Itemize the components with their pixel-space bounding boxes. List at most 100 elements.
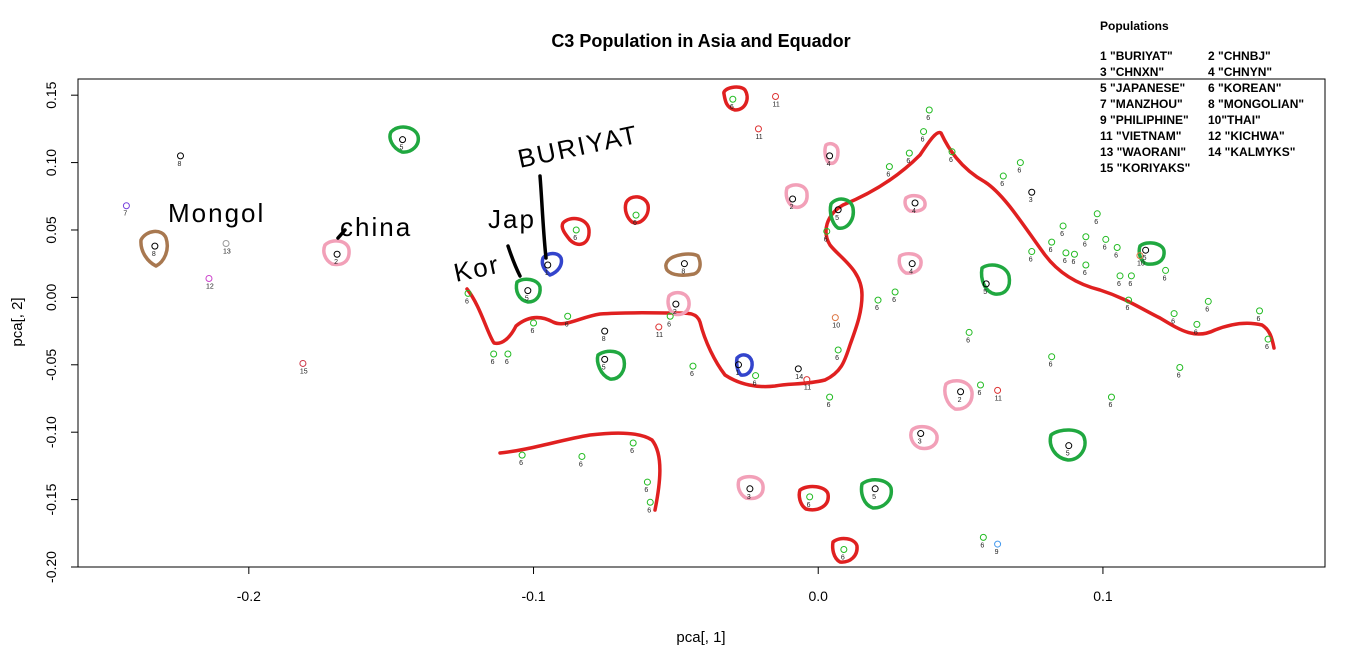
data-point-label: 14 — [795, 374, 803, 381]
data-point-label: 10 — [1137, 261, 1145, 268]
data-point — [1082, 233, 1090, 241]
data-point — [1170, 310, 1178, 318]
data-point-label: 13 — [223, 248, 231, 255]
data-point-label: 6 — [491, 359, 495, 366]
pink-circle — [666, 290, 691, 317]
pink-circle — [909, 424, 939, 451]
data-point-label: 1 — [545, 270, 549, 277]
data-point — [794, 365, 802, 373]
data-point — [524, 287, 532, 295]
legend-entry: 14 "KALMYKS" — [1208, 145, 1296, 159]
annotation-china: china — [340, 212, 412, 242]
data-point — [823, 227, 831, 235]
data-point — [333, 250, 341, 258]
legend-entry: 7 "MANZHOU" — [1100, 97, 1183, 111]
data-point-label: 6 — [690, 371, 694, 378]
data-point — [885, 163, 893, 171]
data-point — [578, 452, 586, 460]
pink-circle — [784, 183, 809, 209]
data-point — [601, 355, 609, 363]
data-point — [1116, 272, 1124, 280]
brown-circle — [664, 252, 702, 277]
data-point — [891, 288, 899, 296]
data-point-label: 6 — [875, 305, 879, 312]
data-point — [1082, 261, 1090, 269]
data-point-label: 6 — [926, 115, 930, 122]
data-point-label: 6 — [730, 104, 734, 111]
data-point-label: 4 — [909, 269, 913, 276]
pink-circle — [903, 193, 927, 213]
data-point — [1016, 159, 1024, 167]
data-point-label: 11 — [755, 134, 762, 141]
green-circle — [859, 478, 894, 510]
pink-circle — [943, 378, 974, 411]
data-point — [689, 362, 697, 370]
y-tick-label: 0.15 — [43, 81, 59, 108]
data-point — [948, 148, 956, 156]
data-point-label: 6 — [647, 507, 651, 514]
data-point-label: 6 — [753, 381, 757, 388]
data-point — [1028, 188, 1036, 196]
data-point — [831, 314, 839, 322]
data-point-label: 6 — [1177, 372, 1181, 379]
data-point — [1125, 296, 1133, 304]
data-point — [735, 361, 743, 369]
data-point-label: 6 — [579, 461, 583, 468]
data-point-label: 6 — [1063, 258, 1067, 265]
data-point-label: 8 — [681, 269, 685, 276]
data-point-label: 6 — [1257, 316, 1261, 323]
data-point-label: 12 — [206, 284, 214, 291]
data-point — [789, 195, 797, 203]
data-point — [1176, 363, 1184, 371]
pink-circle — [897, 251, 923, 275]
legend-entry: 11 "VIETNAM" — [1100, 129, 1182, 143]
data-point — [826, 152, 834, 160]
data-point — [1136, 252, 1144, 260]
pink-circle — [322, 239, 351, 267]
data-point — [1162, 266, 1170, 274]
data-point — [754, 125, 762, 133]
data-point — [222, 239, 230, 247]
data-point-label: 2 — [958, 397, 962, 404]
data-point — [643, 478, 651, 486]
red-circle — [722, 85, 749, 112]
data-point-label: 6 — [1194, 329, 1198, 336]
data-point-label: 6 — [1049, 247, 1053, 254]
data-point-label: 5 — [1066, 451, 1070, 458]
data-point-label: 5 — [872, 494, 876, 501]
pink-circle — [736, 474, 765, 501]
data-point-label: 6 — [1163, 275, 1167, 282]
data-point — [666, 312, 674, 320]
data-point-label: 6 — [978, 390, 982, 397]
data-point — [672, 300, 680, 308]
data-point-label: 6 — [573, 235, 577, 242]
data-point — [1204, 297, 1212, 305]
data-point — [729, 95, 737, 103]
data-point — [629, 439, 637, 447]
data-point-label: 6 — [1083, 242, 1087, 249]
red-circle — [797, 484, 830, 512]
data-point — [834, 206, 842, 214]
data-point — [544, 261, 552, 269]
data-point-label: 6 — [1108, 402, 1112, 409]
green-circle — [1048, 428, 1087, 462]
red-boundary-stroke — [465, 130, 1276, 389]
data-point-label: 6 — [1049, 362, 1053, 369]
data-point — [1127, 272, 1135, 280]
pink-circle — [823, 141, 840, 165]
data-point-label: 5 — [400, 145, 404, 152]
data-point — [572, 226, 580, 234]
data-point-label: 6 — [633, 220, 637, 227]
y-tick-label: 0.05 — [43, 216, 59, 243]
data-point — [490, 350, 498, 358]
legend-entry: 6 "KOREAN" — [1208, 81, 1282, 95]
data-point — [840, 545, 848, 553]
y-tick-label: 0.00 — [43, 284, 59, 311]
data-point — [911, 199, 919, 207]
x-tick-label: -0.1 — [521, 588, 545, 604]
data-point-label: 6 — [1060, 231, 1064, 238]
data-point-label: 6 — [1128, 281, 1132, 288]
data-point — [874, 296, 882, 304]
